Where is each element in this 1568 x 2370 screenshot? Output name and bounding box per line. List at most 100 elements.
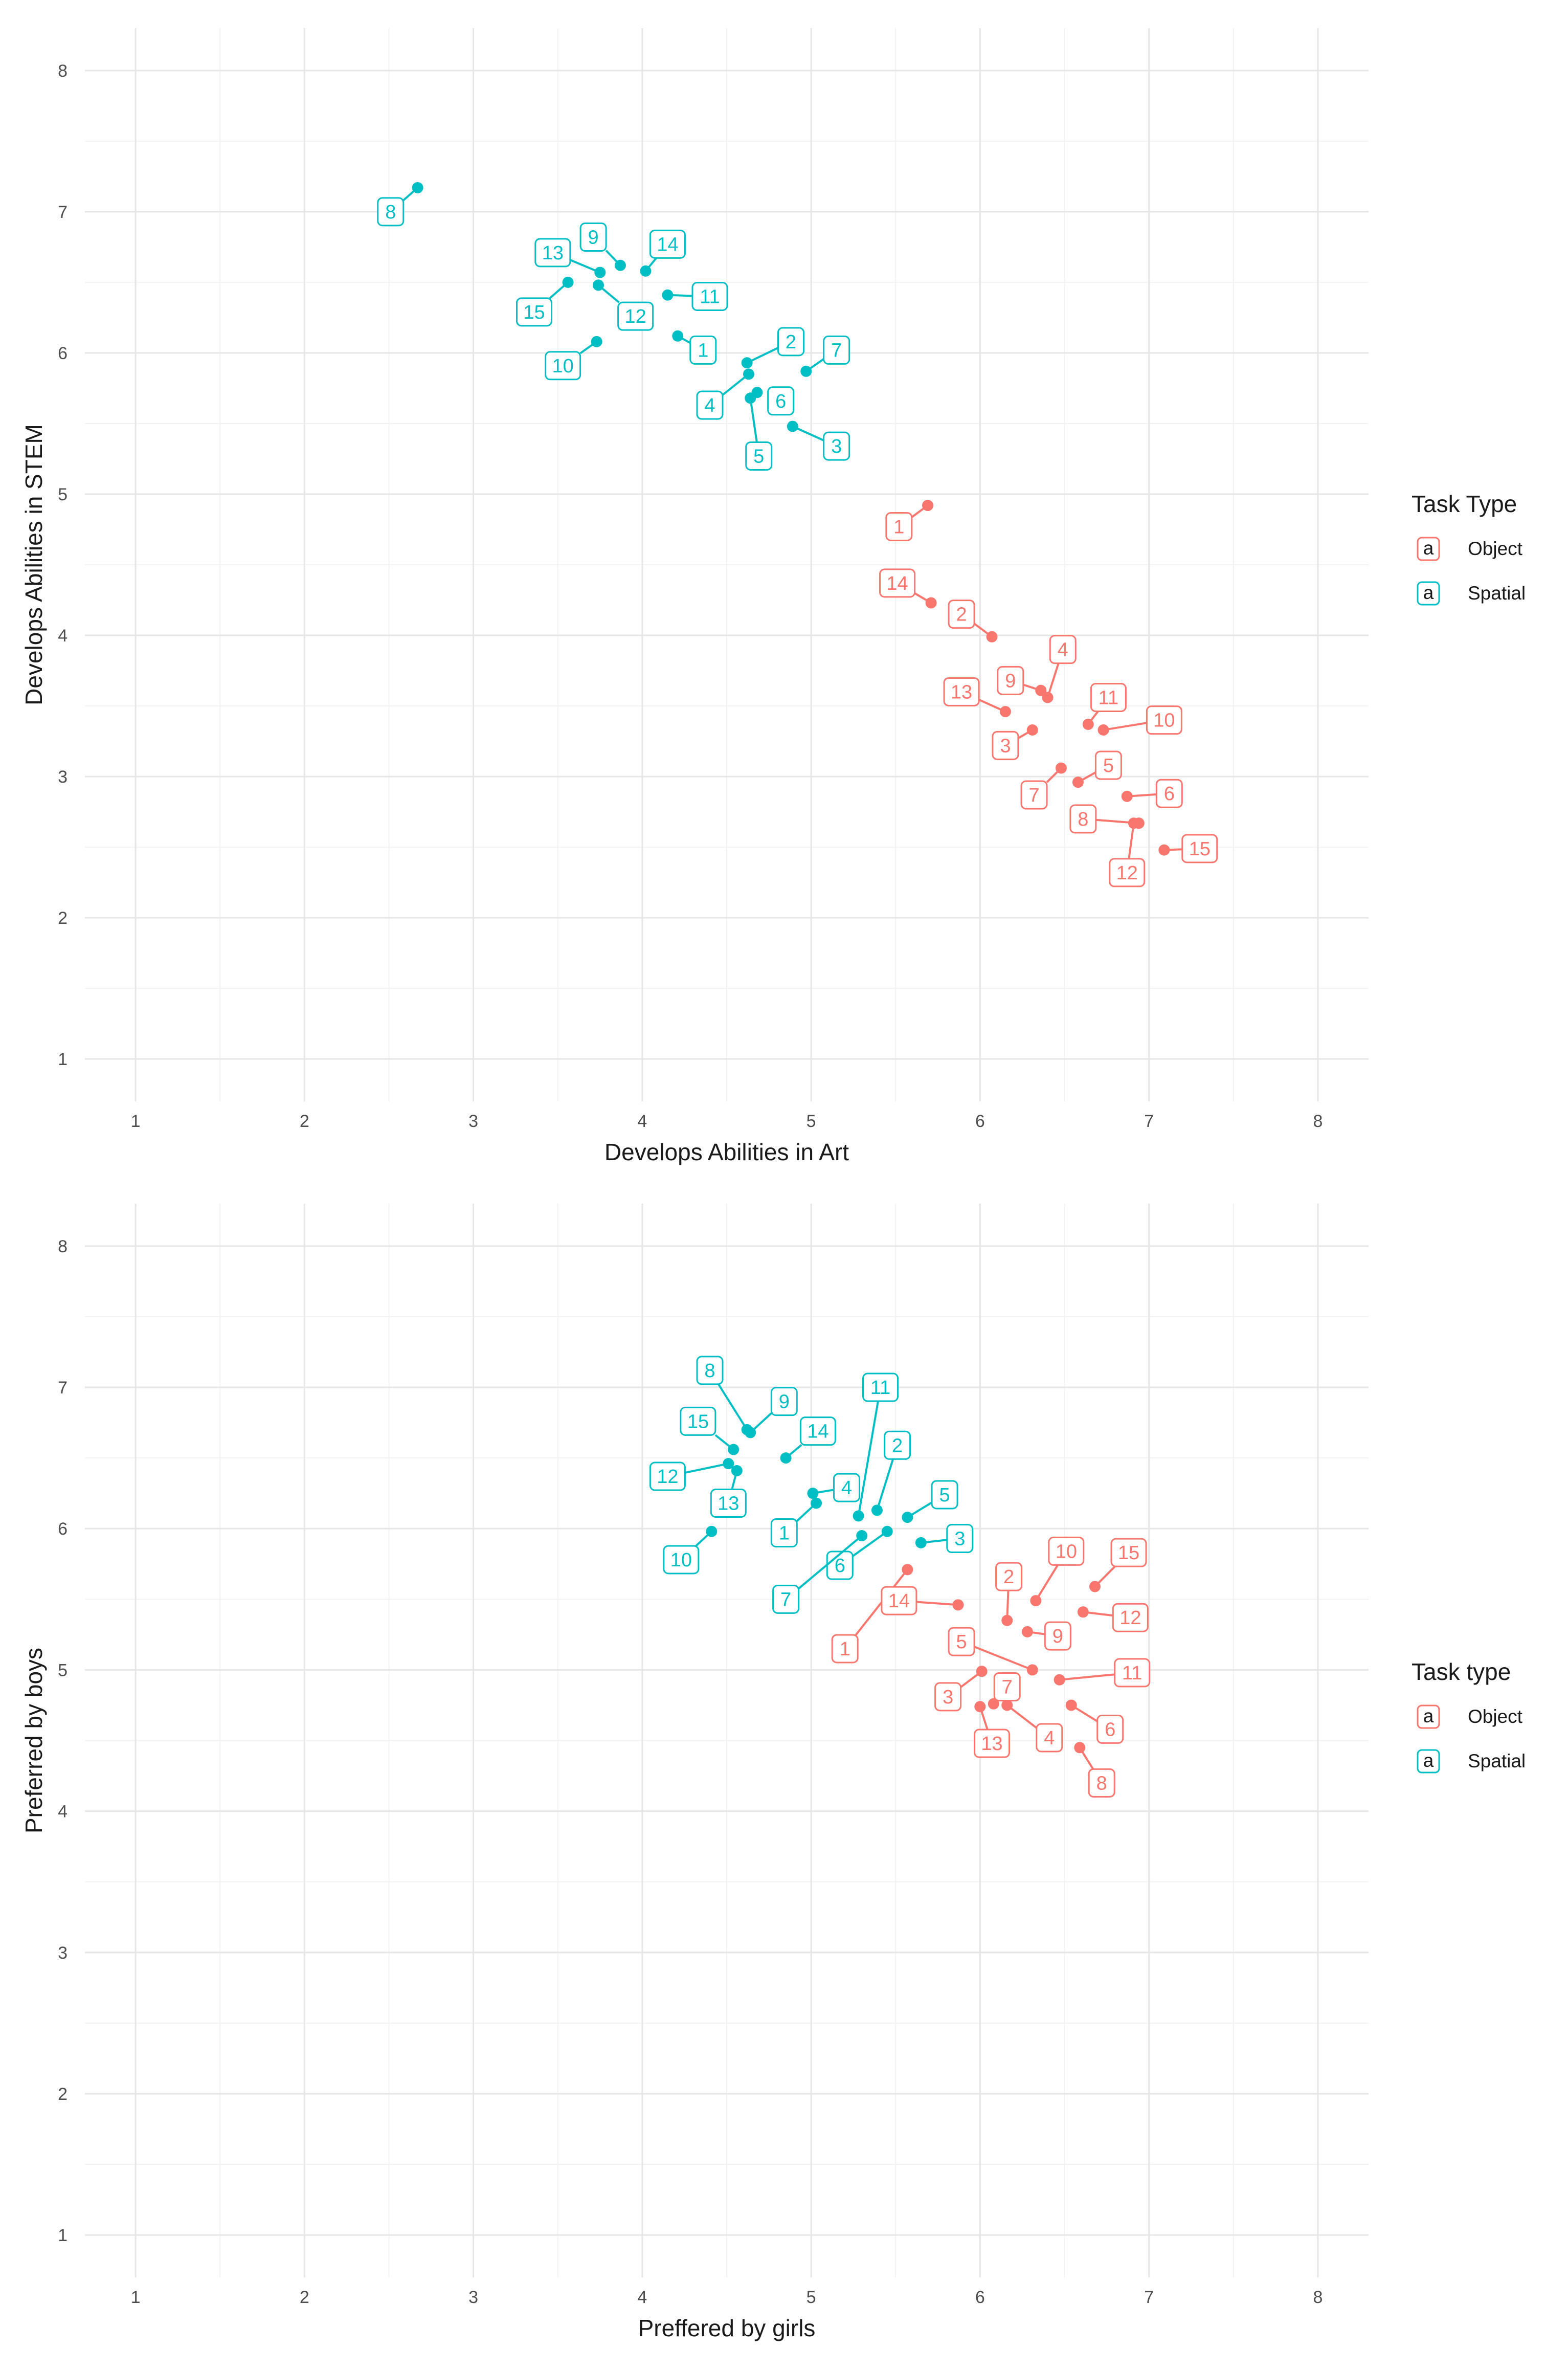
label-connector [695,1533,709,1547]
data-point [915,1537,927,1548]
data-label: 14 [657,234,678,255]
data-label: 3 [1000,735,1011,757]
x-tick-label: 2 [300,1112,309,1131]
data-label-box [696,390,724,420]
data-point [745,1427,756,1438]
label-connector [1107,722,1147,730]
label-connector [750,402,758,442]
x-tick-label: 7 [1144,1112,1154,1131]
data-label-box [777,327,804,357]
legend: Task Type a Object a Spatial [1412,491,1526,606]
data-label: 10 [670,1549,692,1571]
data-label-box [879,568,916,598]
data-label-box [885,512,913,541]
data-point [1082,718,1094,730]
data-label-box [948,600,975,629]
data-label: 1 [840,1638,850,1660]
data-label: 3 [954,1529,965,1550]
data-label: 10 [1056,1541,1077,1562]
x-tick-label: 7 [1144,2288,1154,2307]
label-connector [1017,731,1029,739]
data-label-box [663,1545,700,1575]
label-connector [750,347,779,362]
data-label: 2 [1003,1566,1014,1588]
data-point [591,336,602,347]
data-label: 11 [870,1377,890,1399]
y-tick-label: 4 [58,626,68,646]
data-point [562,276,574,288]
data-label: 2 [786,331,796,353]
data-point [593,279,604,291]
data-point [1158,844,1170,856]
data-label: 12 [625,306,646,327]
data-point [1121,790,1133,802]
label-connector [714,1434,731,1448]
x-tick-label: 8 [1313,1112,1323,1131]
y-tick-label: 2 [58,909,68,928]
legend-key-glyph: a [1423,582,1434,603]
data-label: 7 [1002,1677,1013,1698]
data-label: 5 [939,1485,950,1506]
data-point [672,330,684,342]
data-point [1074,1742,1086,1754]
data-label-box [1096,1714,1124,1744]
legend-key-glyph: a [1423,1705,1434,1726]
data-point [881,1525,893,1537]
data-label-box [1049,635,1077,665]
data-point [902,1512,913,1523]
data-point [1055,762,1067,774]
label-connector [1128,827,1134,859]
data-label-box [767,386,795,416]
data-label-box [831,1634,859,1664]
data-point [741,357,753,369]
label-connector [1031,1631,1045,1635]
data-point [925,597,937,609]
label-connector [980,1710,989,1730]
data-point [1021,1626,1033,1637]
data-label-box [691,282,728,311]
data-label-box [997,666,1024,695]
legend: Task type a Object a Spatial [1412,1658,1526,1774]
data-point [1001,1699,1013,1711]
data-point [412,182,423,193]
x-tick-label: 4 [637,1112,647,1131]
label-connector [788,1444,802,1456]
x-tick-label: 3 [468,1112,478,1131]
data-label: 1 [698,340,708,361]
data-point [807,1488,819,1499]
data-point [1035,684,1047,696]
data-label-box [649,229,686,259]
data-label: 4 [841,1477,852,1499]
data-label-box [1020,780,1048,810]
data-label-box [1112,1603,1149,1632]
data-label: 15 [523,302,545,323]
data-label-box [1090,682,1127,712]
data-label-box [1110,1538,1147,1567]
data-label-box [1181,834,1218,863]
data-point [999,706,1011,718]
x-tick-label: 6 [975,2288,985,2307]
data-point [662,289,674,301]
y-axis-title: Develops Abilities in STEM [20,424,47,705]
data-label-box [689,335,717,365]
legend-key-glyph: a [1423,1750,1434,1771]
data-label: 11 [1099,687,1118,708]
legend-key [1417,1704,1440,1729]
x-tick-label: 2 [300,2288,309,2307]
label-connector [914,592,928,602]
data-label-box [770,1518,798,1548]
label-connector [1168,848,1182,851]
data-label: 14 [888,1590,910,1612]
x-tick-label: 8 [1313,2288,1323,2307]
data-point [871,1504,883,1516]
data-label-box [534,238,571,268]
data-label: 9 [779,1391,790,1413]
data-label: 4 [1044,1727,1055,1749]
y-tick-label: 1 [58,2226,68,2245]
label-connector [1037,1564,1059,1598]
label-connector [402,189,415,202]
data-label: 15 [1189,838,1211,860]
label-connector [1023,683,1038,691]
